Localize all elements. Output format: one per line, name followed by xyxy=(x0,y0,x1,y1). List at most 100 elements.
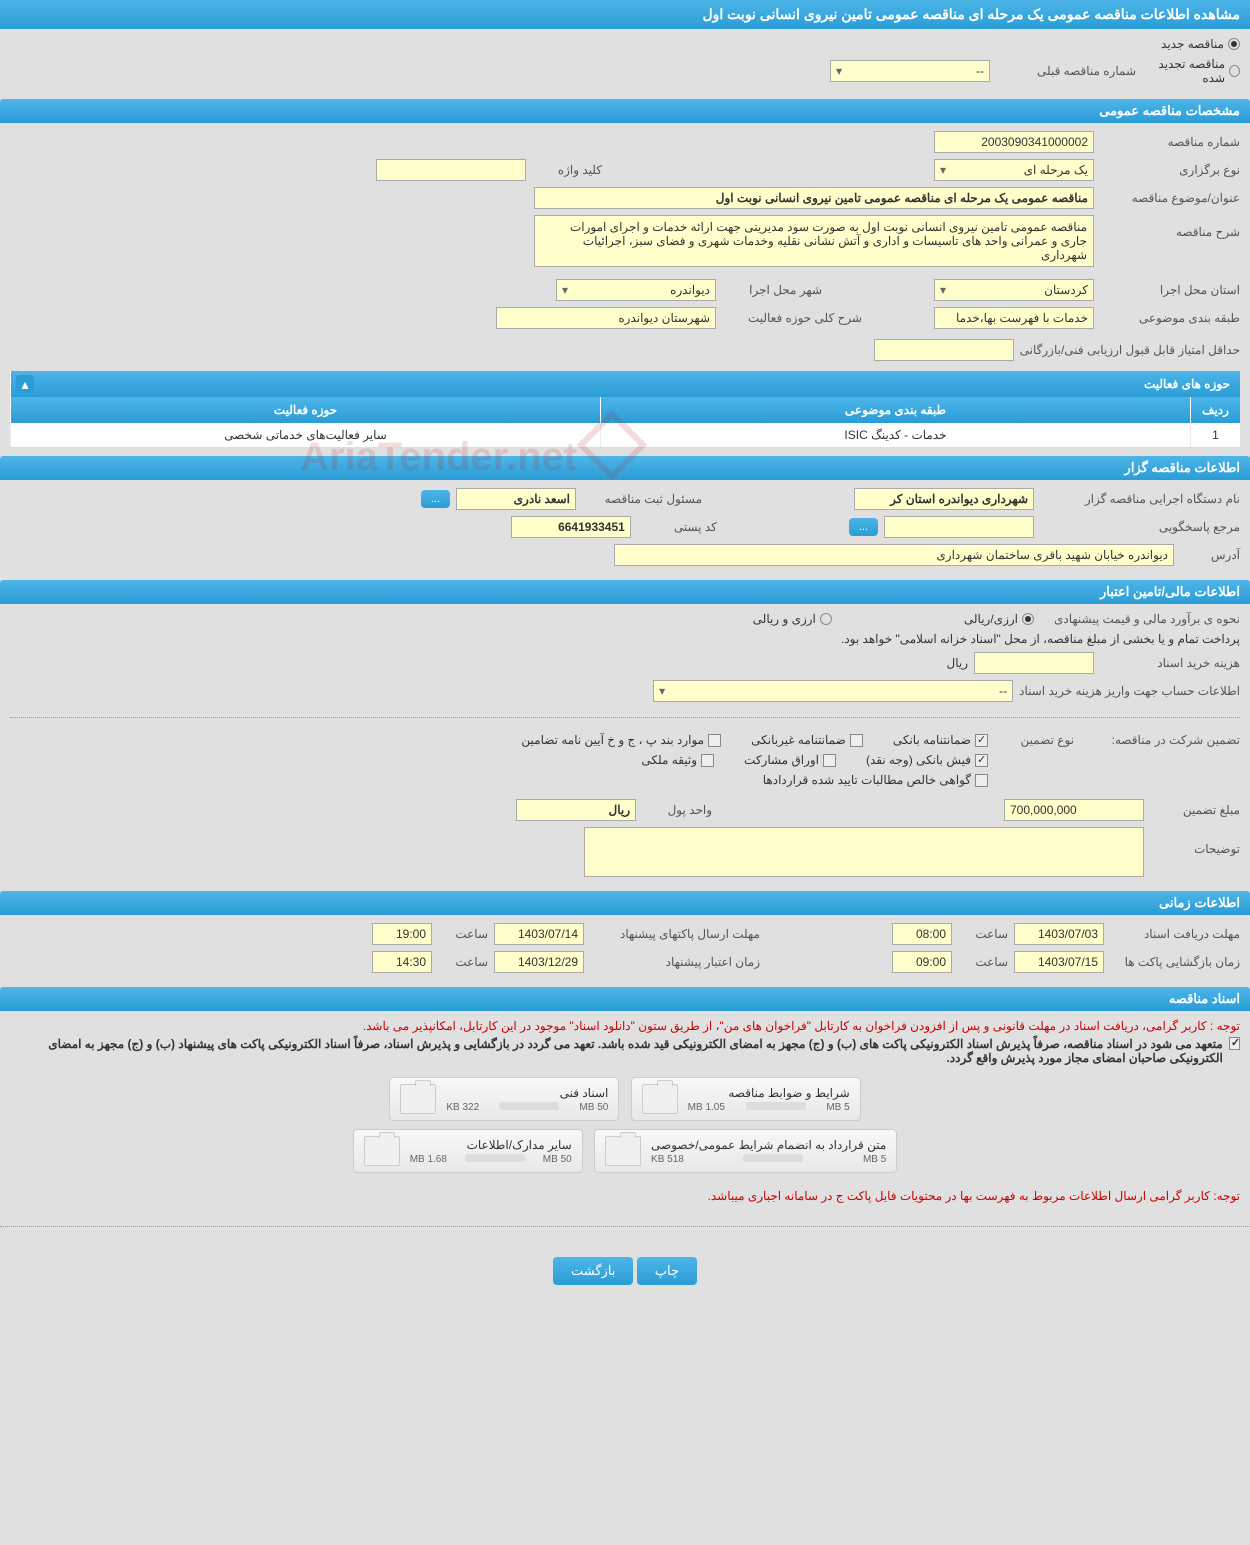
doc-card[interactable]: اسناد فنی 50 MB 322 KB xyxy=(389,1077,619,1121)
radio-renewed-tender[interactable]: مناقصه تجدید شده xyxy=(1142,57,1240,85)
collapse-icon[interactable]: ▴ xyxy=(16,375,34,393)
check-label: موارد بند پ ، ج و خ آیین نامه تضامین xyxy=(521,733,704,747)
folder-icon xyxy=(642,1084,678,1114)
checkbox-g1[interactable]: ضمانتنامه بانکی xyxy=(893,733,988,747)
subject-value: مناقصه عمومی یک مرحله ای مناقصه عمومی تا… xyxy=(534,187,1094,209)
validity-date: 1403/12/29 xyxy=(494,951,584,973)
money-unit-value: ریال xyxy=(516,799,636,821)
docs-note2: متعهد می شود در اسناد مناقصه، صرفاً پذیر… xyxy=(10,1037,1223,1065)
row-category: خدمات - کدینگ ISIC xyxy=(600,423,1190,447)
receive-deadline-time: 08:00 xyxy=(892,923,952,945)
folder-icon xyxy=(364,1136,400,1166)
doc-card[interactable]: سایر مدارک/اطلاعات 50 MB 1.68 MB xyxy=(353,1129,583,1173)
radio-label: مناقصه جدید xyxy=(1161,37,1224,51)
checkbox-g2[interactable]: ضمانتنامه غیربانکی xyxy=(751,733,863,747)
row-activity: سایر فعالیت‌های خدماتی شخصی xyxy=(10,423,600,447)
prev-number-select[interactable]: -- xyxy=(830,60,990,82)
back-button[interactable]: بازگشت xyxy=(553,1257,633,1285)
check-label: ضمانتنامه بانکی xyxy=(893,733,971,747)
type-label: نوع برگزاری xyxy=(1100,163,1240,177)
table-row: 1 خدمات - کدینگ ISIC سایر فعالیت‌های خدم… xyxy=(10,423,1240,448)
folder-icon xyxy=(400,1084,436,1114)
radio-label: ارزی/ریالی xyxy=(964,612,1018,626)
print-button[interactable]: چاپ xyxy=(637,1257,697,1285)
guarantee-label: تضمین شرکت در مناقصه: xyxy=(1080,733,1240,747)
divider xyxy=(10,717,1240,718)
col-activity: حوزه فعالیت xyxy=(10,397,600,423)
category-value: خدمات با فهرست بها،خدما xyxy=(934,307,1094,329)
section-docs-header: اسناد مناقصه xyxy=(0,987,1250,1011)
doc-limit: 50 MB xyxy=(579,1102,608,1113)
guarantee-amount-label: مبلغ تضمین xyxy=(1150,803,1240,817)
estimate-method-label: نحوه ی برآورد مالی و قیمت پیشنهادی xyxy=(1040,612,1240,626)
doc-name: متن قرارداد به انضمام شرایط عمومی/خصوصی xyxy=(651,1138,886,1152)
checkbox-g4[interactable]: فیش بانکی (وجه نقد) xyxy=(866,753,988,767)
address-value: دیواندره خیابان شهید باقری ساختمان شهردا… xyxy=(614,544,1174,566)
org-name-label: نام دستگاه اجرایی مناقصه گزار xyxy=(1040,492,1240,506)
min-score-input[interactable] xyxy=(874,339,1014,361)
check-label: اوراق مشارکت xyxy=(744,753,819,767)
activity-scope-label: شرح کلی حوزه فعالیت xyxy=(722,311,862,325)
checkbox-icon xyxy=(975,754,988,767)
doc-limit: 5 MB xyxy=(863,1154,886,1165)
activity-areas-title: حوزه های فعالیت xyxy=(10,371,1240,397)
checkbox-g6[interactable]: وثیقه ملکی xyxy=(641,753,714,767)
radio-icon xyxy=(1228,38,1240,50)
desc-textarea[interactable]: مناقصه عمومی تامین نیروی انسانی نوبت اول… xyxy=(534,215,1094,267)
prev-number-label: شماره مناقصه قبلی xyxy=(996,64,1136,78)
commitment-checkbox[interactable] xyxy=(1229,1037,1240,1050)
ellipsis-button[interactable]: ... xyxy=(421,490,450,508)
opening-date: 1403/07/15 xyxy=(1014,951,1104,973)
subject-label: عنوان/موضوع مناقصه xyxy=(1100,191,1240,205)
time-label: ساعت xyxy=(958,927,1008,941)
time-label: ساعت xyxy=(958,955,1008,969)
respondent-label: مرجع پاسخگویی xyxy=(1040,520,1240,534)
province-select[interactable]: کردستان xyxy=(934,279,1094,301)
doc-card[interactable]: متن قرارداد به انضمام شرایط عمومی/خصوصی … xyxy=(594,1129,897,1173)
radio-new-tender[interactable]: مناقصه جدید xyxy=(1161,37,1240,51)
receive-deadline-date: 1403/07/03 xyxy=(1014,923,1104,945)
send-deadline-time: 19:00 xyxy=(372,923,432,945)
checkbox-g5[interactable]: اوراق مشارکت xyxy=(744,753,836,767)
time-label: ساعت xyxy=(438,927,488,941)
min-score-label: حداقل امتیاز قابل قبول ارزیابی فنی/بازرگ… xyxy=(1020,343,1240,357)
checkbox-icon xyxy=(850,734,863,747)
respondent-input[interactable] xyxy=(884,516,1034,538)
keyword-input[interactable] xyxy=(376,159,526,181)
receive-deadline-label: مهلت دریافت اسناد xyxy=(1110,927,1240,941)
doc-card[interactable]: شرایط و ضوابط مناقصه 5 MB 1.05 MB xyxy=(631,1077,861,1121)
type-select[interactable]: یک مرحله ای xyxy=(934,159,1094,181)
opening-label: زمان بازگشایی پاکت ها xyxy=(1110,955,1240,969)
payment-note: پرداخت تمام و یا بخشی از مبلغ مناقصه، از… xyxy=(841,632,1240,646)
doc-name: سایر مدارک/اطلاعات xyxy=(410,1138,572,1152)
ellipsis-button-2[interactable]: ... xyxy=(849,518,878,536)
checkbox-g7[interactable]: گواهی خالص مطالبات تایید شده قراردادها xyxy=(763,773,988,787)
opening-time: 09:00 xyxy=(892,951,952,973)
checkbox-icon xyxy=(975,774,988,787)
check-label: ضمانتنامه غیربانکی xyxy=(751,733,846,747)
time-label: ساعت xyxy=(438,955,488,969)
city-select[interactable]: دیواندره xyxy=(556,279,716,301)
check-label: فیش بانکی (وجه نقد) xyxy=(866,753,971,767)
radio-currency-both[interactable]: ارزی و ریالی xyxy=(753,612,832,626)
validity-label: زمان اعتبار پیشنهاد xyxy=(590,955,760,969)
check-label: وثیقه ملکی xyxy=(641,753,697,767)
doc-size: 1.05 MB xyxy=(688,1102,725,1113)
radio-currency-rial[interactable]: ارزی/ریالی xyxy=(964,612,1034,626)
doc-size: 1.68 MB xyxy=(410,1154,447,1165)
tender-number-label: شماره مناقصه xyxy=(1100,135,1240,149)
checkbox-g3[interactable]: موارد بند پ ، ج و خ آیین نامه تضامین xyxy=(521,733,721,747)
page-title: مشاهده اطلاعات مناقصه عمومی یک مرحله ای … xyxy=(0,0,1250,29)
doc-cost-input[interactable] xyxy=(974,652,1094,674)
doc-size: 322 KB xyxy=(446,1102,479,1113)
account-info-select[interactable]: -- xyxy=(653,680,1013,702)
guarantee-amount-value: 700,000,000 xyxy=(1004,799,1144,821)
doc-name: شرایط و ضوابط مناقصه xyxy=(688,1086,850,1100)
category-label: طبقه بندی موضوعی xyxy=(1100,311,1240,325)
notes-textarea[interactable] xyxy=(584,827,1144,877)
radio-icon xyxy=(1229,65,1240,77)
send-deadline-date: 1403/07/14 xyxy=(494,923,584,945)
responsible-label: مسئول ثبت مناقصه xyxy=(582,492,702,506)
notes-label: توضیحات xyxy=(1150,827,1240,856)
radio-label: ارزی و ریالی xyxy=(753,612,816,626)
